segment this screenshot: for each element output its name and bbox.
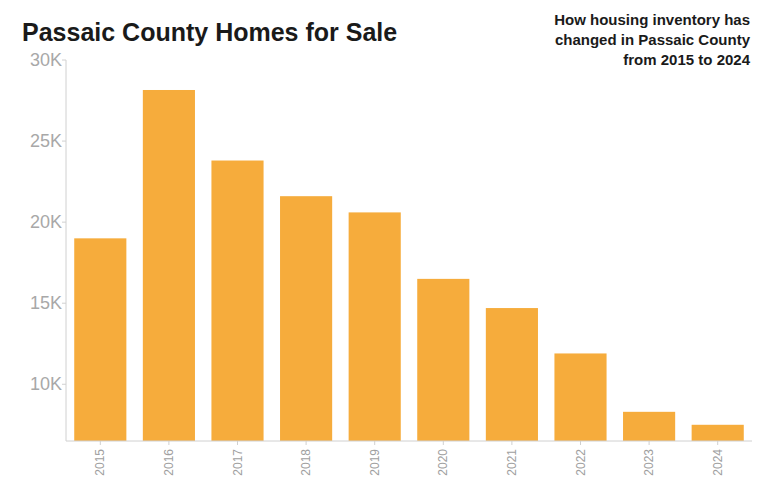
x-tick-label: 2024 (711, 449, 725, 476)
y-tick-label: 20K (30, 212, 62, 232)
bar (417, 279, 469, 441)
x-tick-label: 2023 (642, 449, 656, 476)
y-tick (62, 141, 66, 142)
x-tick-label: 2018 (299, 449, 313, 476)
y-tick-label: 30K (30, 50, 62, 70)
bar (692, 425, 744, 441)
y-tick (62, 222, 66, 223)
x-tick (649, 441, 650, 445)
x-tick (580, 441, 581, 445)
x-tick-label: 2017 (231, 449, 245, 476)
bar (623, 412, 675, 441)
bar (349, 212, 401, 441)
y-tick-label: 25K (30, 131, 62, 151)
bar (280, 196, 332, 441)
x-tick-label: 2022 (574, 449, 588, 476)
x-tick (374, 441, 375, 445)
bar (74, 238, 126, 441)
chart-subtitle: How housing inventory has changed in Pas… (525, 10, 750, 70)
y-tick (62, 384, 66, 385)
y-tick (62, 303, 66, 304)
x-tick (443, 441, 444, 445)
x-tick (306, 441, 307, 445)
x-tick-label: 2021 (505, 449, 519, 476)
x-tick (511, 441, 512, 445)
x-tick-label: 2020 (436, 449, 450, 476)
chart-svg: 10K 15K 20K 25K 30K 2015 2016 2017 2018 2019 2020 2… (0, 0, 768, 492)
x-tick-label: 2019 (368, 449, 382, 476)
y-tick-label: 15K (30, 293, 62, 313)
x-tick (237, 441, 238, 445)
x-tick (100, 441, 101, 445)
bar (554, 353, 606, 441)
y-tick-label: 10K (30, 374, 62, 394)
chart-title: Passaic County Homes for Sale (22, 18, 397, 47)
x-tick-label: 2015 (93, 449, 107, 476)
x-tick (717, 441, 718, 445)
bar (211, 161, 263, 441)
x-tick (168, 441, 169, 445)
bar (486, 308, 538, 441)
y-tick (62, 60, 66, 61)
bar (143, 90, 195, 441)
bars (74, 90, 744, 441)
x-tick-label: 2016 (162, 449, 176, 476)
